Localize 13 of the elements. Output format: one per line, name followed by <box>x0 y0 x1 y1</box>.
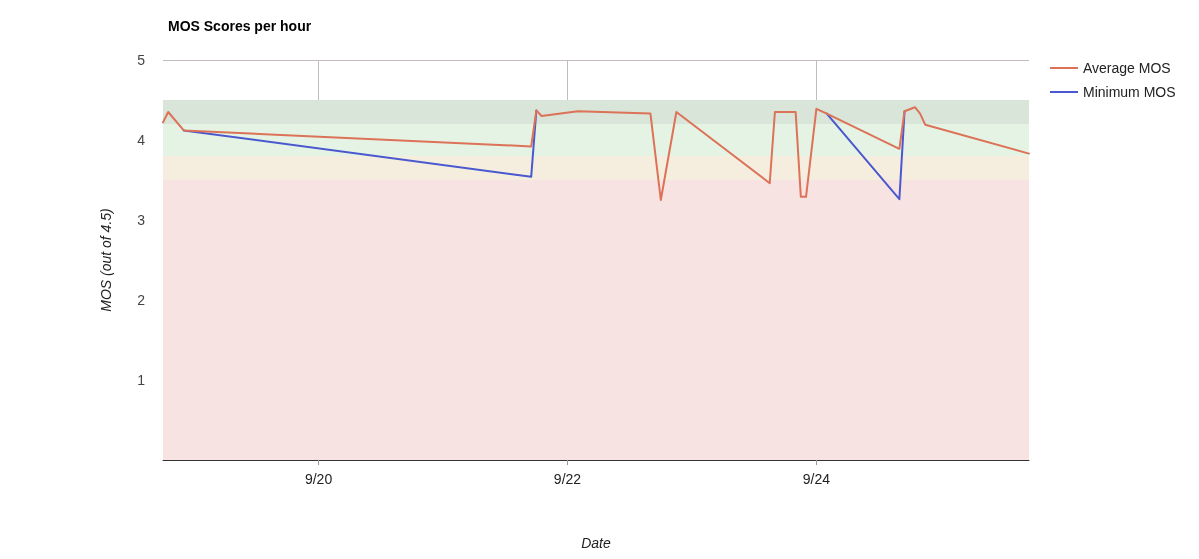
y-axis-title: MOS (out of 4.5) <box>98 208 114 312</box>
x-tick-label: 9/24 <box>802 471 831 487</box>
x-tick-label: 9/22 <box>553 471 582 487</box>
x-axis-title: Date <box>581 535 611 551</box>
chart-title: MOS Scores per hour <box>168 18 312 34</box>
y-tick-label: 5 <box>137 52 146 68</box>
y-tick-label: 4 <box>137 132 146 148</box>
legend-label: Minimum MOS <box>1083 84 1176 100</box>
y-tick-label: 2 <box>137 292 146 308</box>
legend-label: Average MOS <box>1083 60 1171 76</box>
y-tick-label: 1 <box>137 372 146 388</box>
y-tick-label: 3 <box>137 212 146 228</box>
x-tick-label: 9/20 <box>304 471 333 487</box>
